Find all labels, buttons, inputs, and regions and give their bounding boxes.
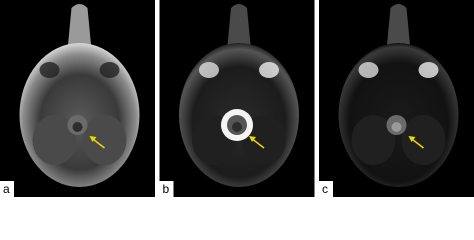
cerebellum — [351, 115, 396, 165]
panel-label-box — [319, 181, 333, 197]
nose — [227, 4, 251, 50]
arrow-head — [89, 136, 97, 142]
lesion — [391, 122, 402, 132]
sinus — [99, 62, 120, 78]
panel: a — [0, 0, 155, 197]
page: abc (() => { const data = JSON.parse(doc… — [0, 0, 474, 197]
head — [19, 43, 140, 187]
panel-label: b — [163, 182, 170, 196]
figure: a b c — [0, 0, 474, 197]
sinus — [199, 62, 219, 78]
cerebellum — [242, 115, 286, 165]
cerebellum — [82, 115, 127, 165]
panel: b — [159, 0, 315, 197]
sinus — [259, 62, 279, 78]
panel-label: c — [322, 182, 328, 196]
lesion — [232, 122, 242, 132]
head — [338, 43, 459, 187]
cerebellum — [401, 115, 446, 165]
nose — [67, 4, 92, 50]
arrow-head — [249, 136, 256, 142]
lesion — [72, 122, 83, 132]
panel-label: a — [3, 182, 10, 196]
nose — [386, 4, 411, 50]
cerebellum — [32, 115, 77, 165]
panel: c — [319, 0, 474, 197]
panel-label-box — [0, 181, 14, 197]
sinus — [39, 62, 60, 78]
sinus — [418, 62, 439, 78]
arrow-head — [408, 136, 416, 142]
sinus — [358, 62, 379, 78]
panel-label-box — [159, 181, 174, 197]
